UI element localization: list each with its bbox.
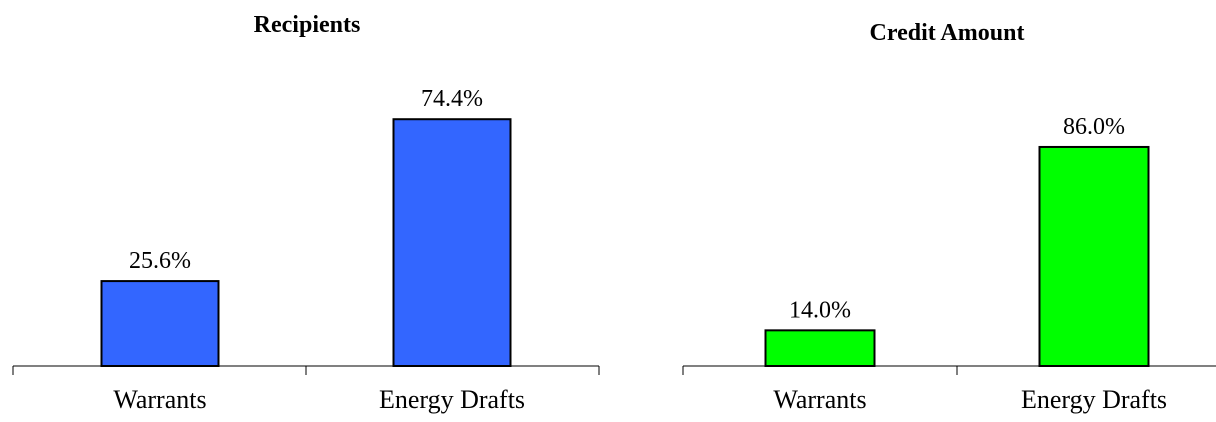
recipients-bar-energy-drafts <box>392 118 512 368</box>
credit-amount-data-label-warrants: 14.0% <box>789 297 851 323</box>
credit-amount-bar-energy-drafts <box>1038 145 1150 367</box>
recipients-tick-label-warrants: Warrants <box>113 385 206 414</box>
credit-amount-data-label-energy-drafts: 86.0% <box>1063 114 1125 140</box>
credit-amount-tick-label-energy-drafts: Energy Drafts <box>1021 385 1167 414</box>
recipients-data-label-energy-drafts: 74.4% <box>421 86 483 112</box>
recipients-chart: Recipients 25.6% Warrants 74.4% Energy Draf… <box>12 12 600 414</box>
recipients-bar-warrants <box>100 280 220 368</box>
recipients-data-label-warrants: 25.6% <box>129 248 191 274</box>
recipients-tick-label-energy-drafts: Energy Drafts <box>379 385 525 414</box>
credit-amount-tick-label-warrants: Warrants <box>773 385 866 414</box>
credit-amount-bar-warrants <box>764 329 876 368</box>
credit-amount-chart-title: Credit Amount <box>870 20 1025 46</box>
credit-amount-chart: Credit Amount 14.0% Warrants 86.0% Energy D… <box>682 20 1216 414</box>
recipients-chart-title: Recipients <box>254 12 361 38</box>
